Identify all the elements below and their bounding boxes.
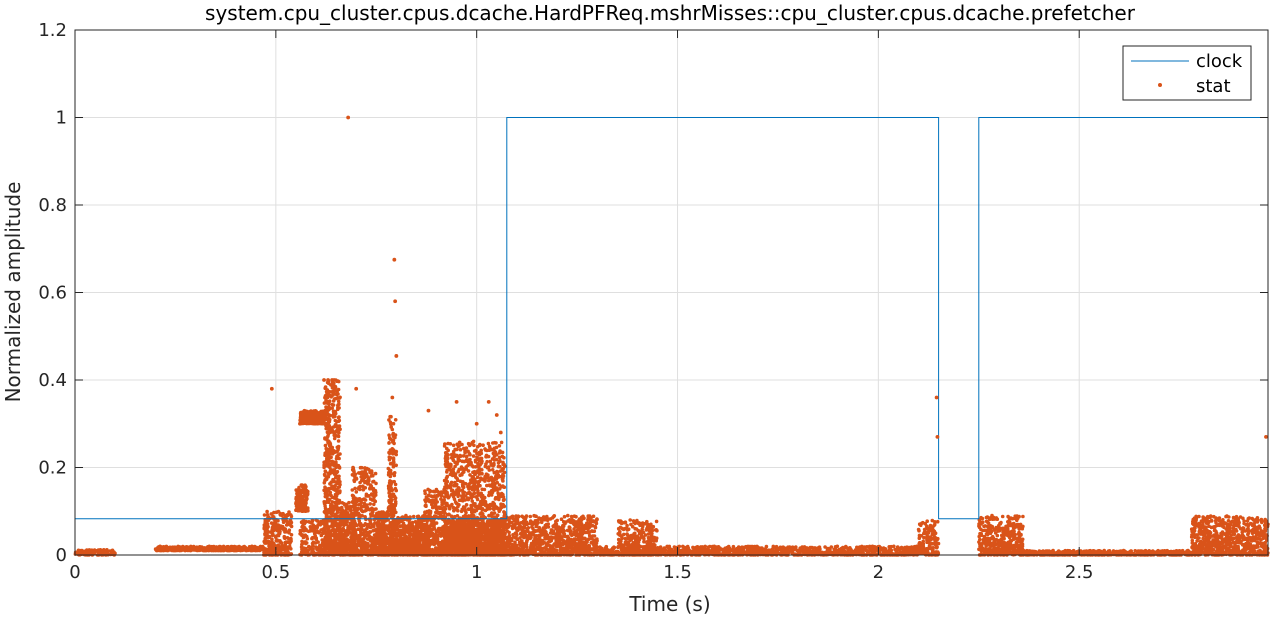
stat-point <box>935 434 940 439</box>
x-tick-label: 1 <box>471 562 482 583</box>
y-axis-ticks: 0 0.2 0.4 0.6 0.8 1 1.2 <box>38 20 1268 566</box>
stat-point <box>298 421 302 426</box>
legend-stat-label: stat <box>1196 76 1231 97</box>
series-lines <box>75 117 1268 520</box>
legend-clock-label: clock <box>1196 51 1243 72</box>
stat-point <box>354 386 359 391</box>
x-tick-label: 0 <box>69 562 80 583</box>
legend-stat-swatch <box>1158 83 1162 87</box>
stat-point <box>394 354 399 358</box>
stat-point <box>454 399 459 404</box>
y-tick-label: 0.8 <box>38 195 67 216</box>
stat-point <box>934 395 939 400</box>
y-tick-label: 1.2 <box>38 20 67 41</box>
y-tick-label: 0.2 <box>38 458 67 479</box>
legend-box <box>1122 45 1252 101</box>
chart-title: system.cpu_cluster.cpus.dcache.HardPFReq… <box>205 1 1136 25</box>
x-axis-ticks: 0 0.5 1 1.5 2 2.5 <box>69 30 1094 583</box>
x-tick-label: 2 <box>873 562 884 583</box>
y-tick-label: 1 <box>56 108 67 129</box>
x-axis-label: Time (s) <box>628 592 710 616</box>
stat-point <box>322 378 326 382</box>
stat-point <box>269 386 274 391</box>
y-tick-label: 0.6 <box>38 283 67 304</box>
x-tick-label: 0.5 <box>262 562 291 583</box>
series-points <box>269 115 1268 527</box>
stat-point <box>426 408 431 413</box>
stat-point <box>332 378 336 382</box>
y-tick-label: 0 <box>56 545 67 566</box>
series-line-clock <box>75 117 1268 520</box>
stat-point <box>285 522 290 527</box>
x-tick-label: 2.5 <box>1065 562 1094 583</box>
stat-point <box>498 430 503 435</box>
stat-point <box>474 421 479 426</box>
stat-point <box>1264 434 1268 439</box>
stat-point <box>393 299 398 304</box>
x-tick-label: 1.5 <box>663 562 692 583</box>
stat-point <box>390 395 395 400</box>
stat-point <box>346 115 351 120</box>
stat-point <box>392 257 397 262</box>
y-tick-label: 0.4 <box>38 370 67 391</box>
stat-point <box>486 399 491 404</box>
stat-point <box>494 413 499 417</box>
stat-point <box>326 378 330 382</box>
legend: clock stat <box>1122 45 1252 101</box>
y-axis-label: Normalized amplitude <box>1 182 25 403</box>
